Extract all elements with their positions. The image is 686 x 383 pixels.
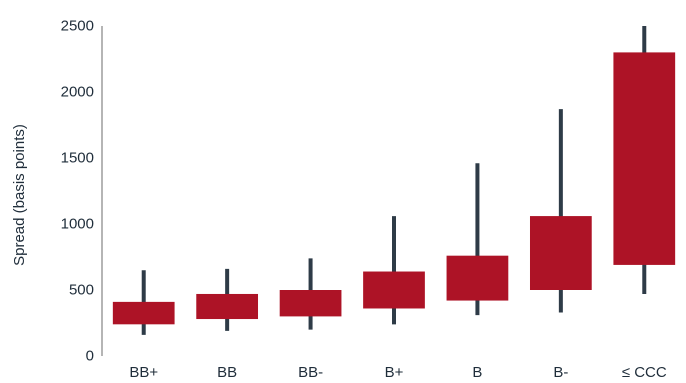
y-axis-title: Spread (basis points) [11,124,28,266]
box [363,271,425,309]
y-tick-label: 500 [69,282,94,299]
x-tick-label: ≤ CCC [622,364,667,381]
x-tick-label: B [472,364,482,381]
x-tick-label: B+ [385,364,404,381]
y-tick-label: 2000 [61,84,94,101]
box [196,293,259,320]
box [279,290,342,317]
plot-area [112,26,676,335]
x-tick-label: BB+ [129,364,158,381]
box [446,255,509,301]
box [529,216,592,290]
y-tick-label: 0 [86,348,94,365]
y-tick-label: 1500 [61,150,94,167]
x-tick-label: B- [553,364,568,381]
x-tick-label: BB- [298,364,323,381]
y-tick-label: 2500 [61,18,94,35]
x-axis-ticks: BB+ BB BB- B+ B B- ≤ CCC [129,364,667,381]
box [112,301,175,325]
box [613,52,676,265]
x-tick-label: BB [217,364,237,381]
y-tick-label: 1000 [61,216,94,233]
y-axis-ticks: 0 500 1000 1500 2000 2500 [61,18,94,365]
